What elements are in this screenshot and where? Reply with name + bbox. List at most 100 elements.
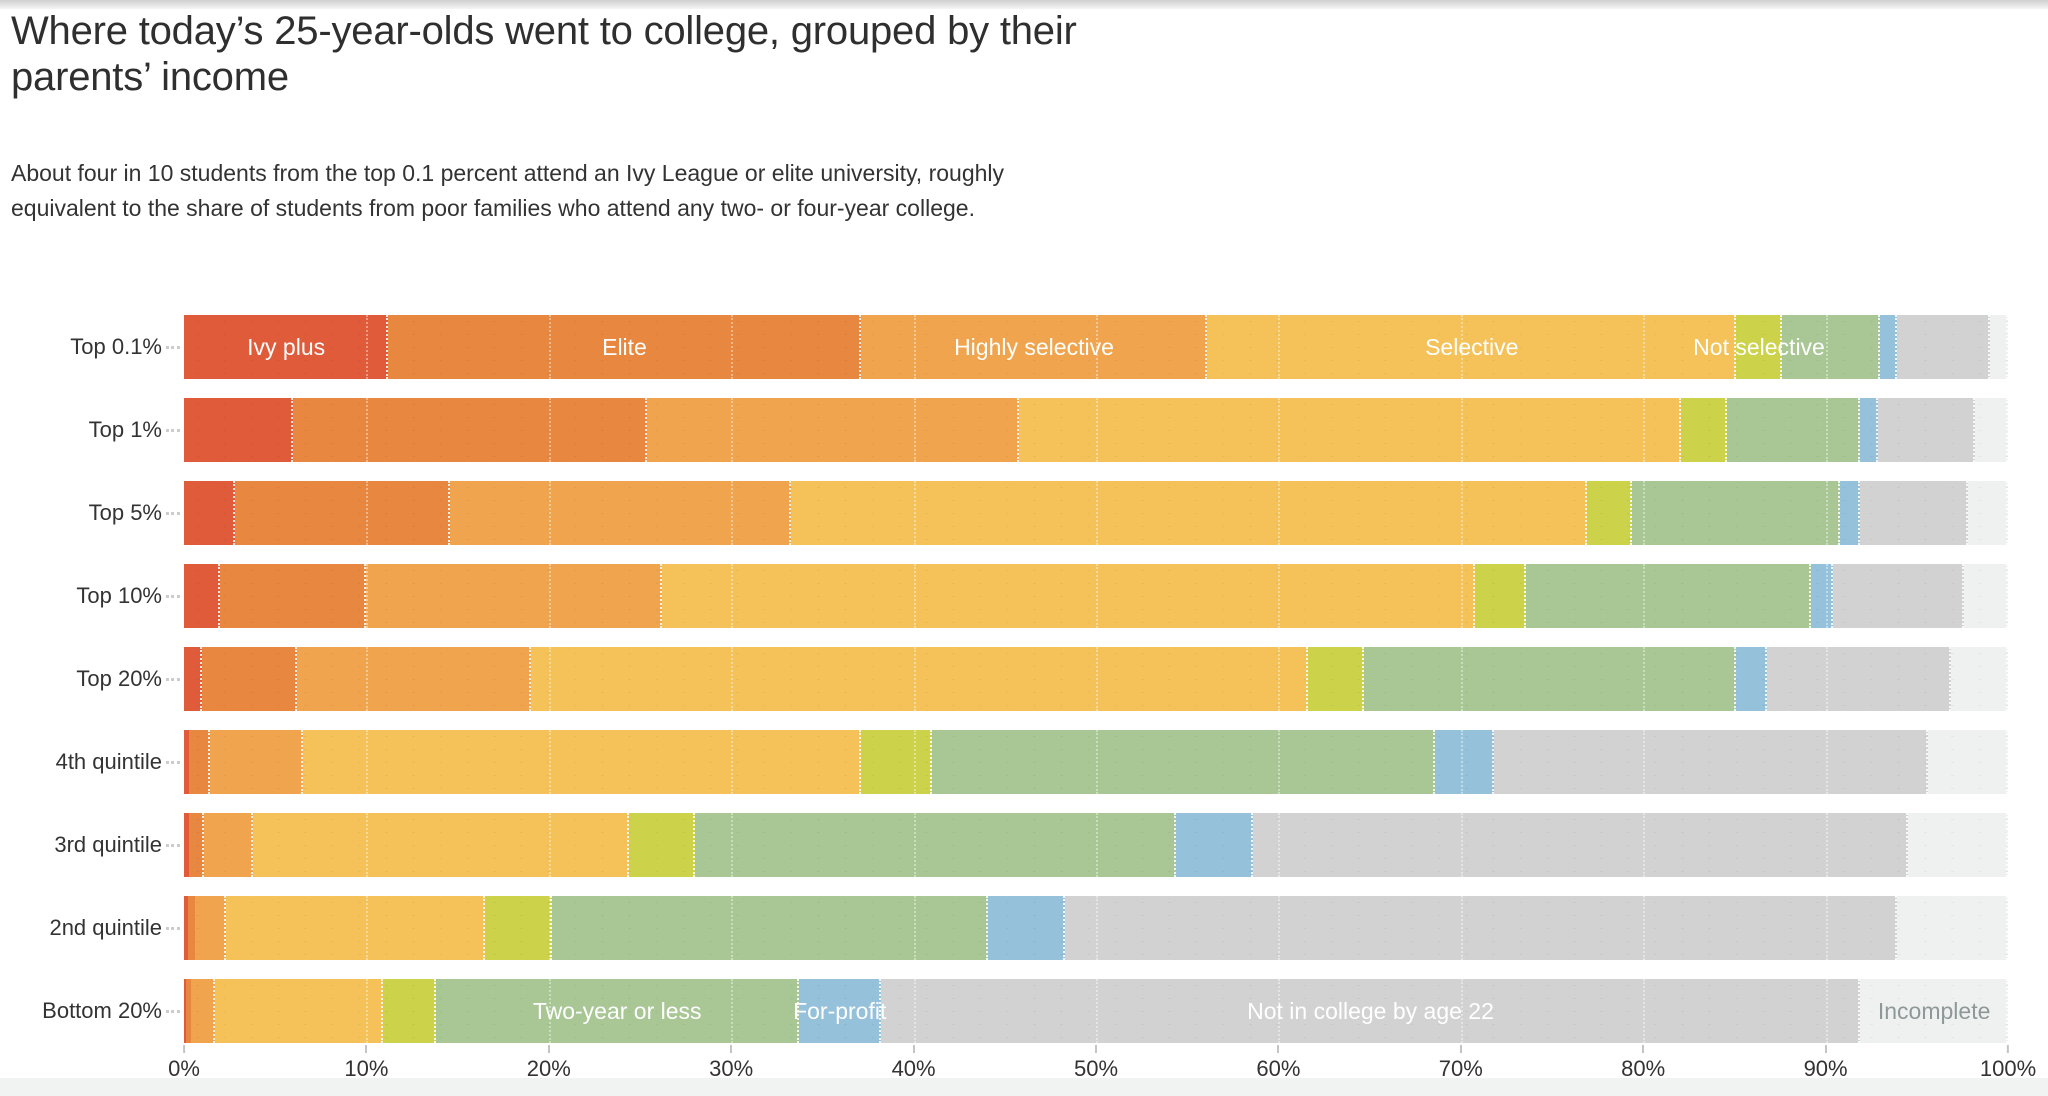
- bar-segment-elite[interactable]: [189, 730, 210, 794]
- bar-segment-two-year-or-less[interactable]: [931, 730, 1436, 794]
- bar-segment-selective[interactable]: [661, 564, 1476, 628]
- bar-segment-two-year-or-less[interactable]: [552, 896, 989, 960]
- bar-segment-for-profit[interactable]: [1840, 481, 1861, 545]
- bar-segment-elite[interactable]: [220, 564, 367, 628]
- bar-segment-ivy-plus[interactable]: [184, 564, 221, 628]
- bar-segment-elite[interactable]: [189, 813, 205, 877]
- bar-segment-for-profit[interactable]: [1880, 315, 1897, 379]
- bar-segment-not-in-college-by-age-22[interactable]: [1878, 398, 1976, 462]
- bar-segment-two-year-or-less[interactable]: [694, 813, 1177, 877]
- bar-segment-highly-selective[interactable]: [297, 647, 531, 711]
- bar-segment-not-selective[interactable]: [484, 896, 553, 960]
- bar-segment-for-profit[interactable]: [1435, 730, 1494, 794]
- bar-segment-ivy-plus[interactable]: [184, 315, 389, 379]
- bar-segment-selective[interactable]: [791, 481, 1587, 545]
- bar-segment-selective[interactable]: [530, 647, 1308, 711]
- bar-row-top-20: Top 20%: [0, 647, 2048, 711]
- bar-segment-not-selective[interactable]: [1307, 647, 1365, 711]
- bar-segment-highly-selective[interactable]: [647, 398, 1020, 462]
- bar-segment-not-in-college-by-age-22[interactable]: [1493, 730, 1928, 794]
- bar-segment-incomplete[interactable]: [1907, 813, 2008, 877]
- stacked-bar-top-5: [184, 481, 2008, 545]
- bar-segment-elite[interactable]: [185, 979, 192, 1043]
- bar-segment-incomplete[interactable]: [1975, 398, 2008, 462]
- bar-segment-incomplete[interactable]: [1927, 730, 2008, 794]
- bar-segment-not-in-college-by-age-22[interactable]: [1064, 896, 1897, 960]
- bar-segment-not-selective[interactable]: [1475, 564, 1527, 628]
- bar-segment-two-year-or-less[interactable]: [1727, 398, 1861, 462]
- bar-segment-ivy-plus[interactable]: [184, 647, 203, 711]
- bar-segment-for-profit[interactable]: [988, 896, 1065, 960]
- bar-segment-for-profit[interactable]: [1810, 564, 1833, 628]
- bar-segment-for-profit[interactable]: [1736, 647, 1768, 711]
- bar-segment-incomplete[interactable]: [1989, 315, 2008, 379]
- bar-segment-incomplete[interactable]: [1896, 896, 2008, 960]
- axis-tick-mark: [547, 1045, 550, 1053]
- axis-tick-mark: [1277, 1045, 1280, 1053]
- bar-segment-not-selective[interactable]: [1586, 481, 1633, 545]
- bar-segment-elite[interactable]: [202, 647, 298, 711]
- bar-segment-ivy-plus[interactable]: [184, 813, 190, 877]
- label-leader-dots: [166, 428, 180, 432]
- bar-segment-selective[interactable]: [1207, 315, 1737, 379]
- bar-segment-highly-selective[interactable]: [209, 730, 303, 794]
- stacked-bar-top-1: [184, 398, 2008, 462]
- bar-segment-selective[interactable]: [1019, 398, 1682, 462]
- row-label-top-10: Top 10%: [76, 583, 162, 608]
- axis-tick-mark: [912, 1045, 915, 1053]
- axis-tick-90: 90%: [1804, 1045, 1848, 1082]
- bar-segment-not-selective[interactable]: [382, 979, 436, 1043]
- axis-tick-20: 20%: [527, 1045, 571, 1082]
- bar-segment-elite[interactable]: [235, 481, 451, 545]
- bar-segment-not-in-college-by-age-22[interactable]: [1832, 564, 1965, 628]
- bar-segment-ivy-plus[interactable]: [184, 730, 190, 794]
- bar-segment-elite[interactable]: [293, 398, 648, 462]
- bar-segment-for-profit[interactable]: [1860, 398, 1879, 462]
- bar-segment-not-in-college-by-age-22[interactable]: [1860, 481, 1968, 545]
- axis-tick-10: 10%: [344, 1045, 388, 1082]
- bar-segment-highly-selective[interactable]: [860, 315, 1208, 379]
- bar-segment-elite[interactable]: [388, 315, 861, 379]
- axis-tick-mark: [1094, 1045, 1097, 1053]
- bar-segment-not-selective[interactable]: [629, 813, 695, 877]
- bar-segment-highly-selective[interactable]: [366, 564, 662, 628]
- bar-segment-not-in-college-by-age-22[interactable]: [1896, 315, 1990, 379]
- bar-segment-two-year-or-less[interactable]: [1364, 647, 1737, 711]
- bar-segment-highly-selective[interactable]: [191, 979, 215, 1043]
- bar-segment-ivy-plus[interactable]: [184, 481, 236, 545]
- axis-tick-mark: [730, 1045, 733, 1053]
- axis-tick-label: 50%: [1073, 1056, 1119, 1081]
- bar-segment-not-in-college-by-age-22[interactable]: [880, 979, 1861, 1043]
- bar-segment-highly-selective[interactable]: [450, 481, 792, 545]
- bar-segment-incomplete[interactable]: [1860, 979, 2008, 1043]
- bar-segment-selective[interactable]: [225, 896, 485, 960]
- bar-segment-elite[interactable]: [187, 896, 195, 960]
- bar-segment-not-selective[interactable]: [860, 730, 932, 794]
- bar-segment-incomplete[interactable]: [1951, 647, 2008, 711]
- bar-segment-selective[interactable]: [302, 730, 861, 794]
- bar-segment-two-year-or-less[interactable]: [1526, 564, 1811, 628]
- bar-segment-two-year-or-less[interactable]: [435, 979, 799, 1043]
- bar-segment-for-profit[interactable]: [798, 979, 881, 1043]
- bar-segment-ivy-plus[interactable]: [184, 979, 186, 1043]
- bar-segment-two-year-or-less[interactable]: [1781, 315, 1881, 379]
- label-leader-dots: [166, 677, 180, 681]
- bar-row-4th-quintile: 4th quintile: [0, 730, 2048, 794]
- bar-segment-not-selective[interactable]: [1736, 315, 1782, 379]
- axis-tick-60: 60%: [1256, 1045, 1300, 1082]
- bar-segment-not-in-college-by-age-22[interactable]: [1252, 813, 1908, 877]
- bar-segment-incomplete[interactable]: [1967, 481, 2008, 545]
- bar-segment-ivy-plus[interactable]: [184, 398, 294, 462]
- bar-segment-not-in-college-by-age-22[interactable]: [1767, 647, 1952, 711]
- stacked-bar-bottom-20: Two-year or less For-profit Not in college…: [184, 979, 2008, 1043]
- bar-segment-highly-selective[interactable]: [194, 896, 226, 960]
- bar-segment-selective[interactable]: [253, 813, 630, 877]
- bar-segment-not-selective[interactable]: [1681, 398, 1728, 462]
- bar-row-top-1: Top 1%: [0, 398, 2048, 462]
- bar-segment-for-profit[interactable]: [1176, 813, 1253, 877]
- bar-segment-selective[interactable]: [214, 979, 383, 1043]
- bar-segment-highly-selective[interactable]: [204, 813, 254, 877]
- bar-segment-two-year-or-less[interactable]: [1632, 481, 1841, 545]
- bar-segment-incomplete[interactable]: [1964, 564, 2008, 628]
- bar-segment-ivy-plus[interactable]: [184, 896, 188, 960]
